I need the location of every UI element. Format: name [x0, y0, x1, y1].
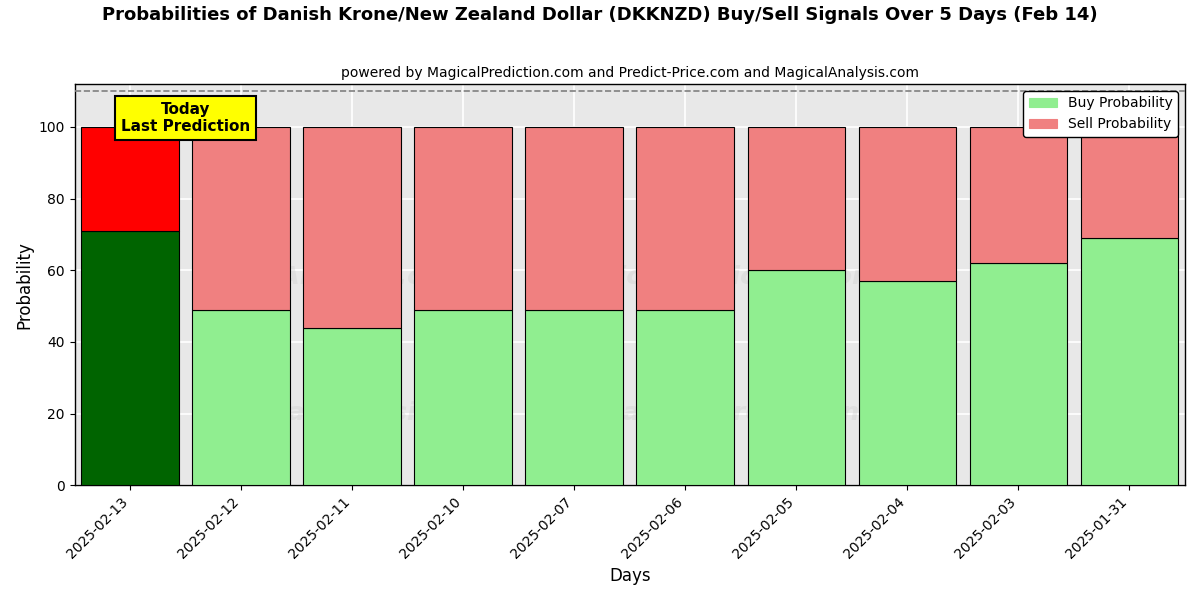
Bar [636, 127, 734, 310]
Bar [526, 310, 623, 485]
Bar [748, 270, 845, 485]
Bar [414, 310, 512, 485]
Text: calAnalysis.com: calAnalysis.com [240, 265, 464, 289]
Bar [82, 231, 179, 485]
Bar [1081, 238, 1178, 485]
Bar [1081, 127, 1178, 238]
Bar [414, 127, 512, 310]
Legend: Buy Probability, Sell Probability: Buy Probability, Sell Probability [1024, 91, 1178, 137]
Text: Probabilities of Danish Krone/New Zealand Dollar (DKKNZD) Buy/Sell Signals Over : Probabilities of Danish Krone/New Zealan… [102, 6, 1098, 24]
Bar [304, 328, 401, 485]
Text: MagicalPrediction.com: MagicalPrediction.com [559, 265, 878, 289]
Bar [304, 127, 401, 328]
Text: MagicallPrediction.com: MagicallPrediction.com [599, 401, 928, 425]
Bar [748, 127, 845, 270]
Y-axis label: Probability: Probability [16, 241, 34, 329]
X-axis label: Days: Days [610, 567, 650, 585]
Bar [970, 127, 1067, 263]
Text: calAnalysis.com: calAnalysis.com [272, 401, 498, 425]
Bar [192, 310, 290, 485]
Bar [82, 127, 179, 231]
Bar [192, 127, 290, 310]
Text: Today
Last Prediction: Today Last Prediction [121, 102, 251, 134]
Bar [858, 281, 956, 485]
Bar [970, 263, 1067, 485]
Bar [858, 127, 956, 281]
Bar [636, 310, 734, 485]
Bar [526, 127, 623, 310]
Title: powered by MagicalPrediction.com and Predict-Price.com and MagicalAnalysis.com: powered by MagicalPrediction.com and Pre… [341, 66, 919, 80]
